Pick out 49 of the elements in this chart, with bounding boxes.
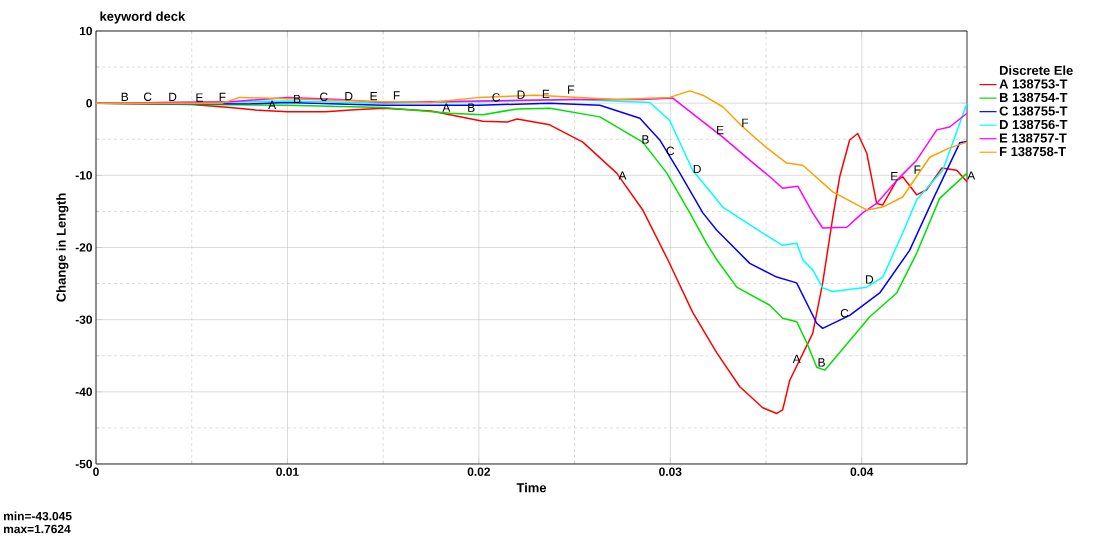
annotation: F [742, 118, 749, 127]
annotation: A [618, 171, 627, 180]
annotation: B [818, 358, 825, 367]
y-tick-label: 10 [79, 26, 92, 36]
annotation: C [143, 92, 152, 101]
annotation: F [568, 85, 574, 94]
annotation: F [219, 92, 226, 101]
annotation: E [196, 93, 203, 102]
x-tick-label: 0 [93, 467, 99, 476]
annotation: A [442, 103, 451, 112]
annotation: D [693, 164, 701, 174]
y-tick-label: -50 [75, 459, 92, 469]
legend-label: D 138756-T [999, 119, 1068, 130]
annotation: E [370, 92, 378, 101]
y-tick-label: -10 [75, 171, 92, 180]
annotation: B [468, 103, 475, 112]
annotation: D [866, 275, 874, 284]
x-tick-label: 0.02 [467, 467, 491, 476]
annotation: E [717, 125, 724, 135]
annotation: F [914, 165, 921, 174]
chart-title: keyword deck [100, 11, 186, 24]
annotation: B [121, 92, 129, 101]
legend-label: E 138757-T [999, 133, 1067, 143]
annotation: D [345, 92, 353, 101]
text: min=-43.045 [3, 511, 72, 521]
y-axis-title: Change in Length [56, 193, 69, 302]
x-tick-label: 0.01 [276, 467, 299, 476]
y-tick-label: -40 [75, 387, 92, 397]
annotation: C [840, 308, 849, 318]
x-tick-label: 0.03 [659, 467, 682, 476]
annotation: A [967, 171, 976, 180]
x-axis-title: Time [516, 482, 547, 493]
y-tick-label: 0 [86, 98, 92, 108]
annotation: D [169, 92, 177, 101]
legend-label: B 138754-T [999, 92, 1068, 103]
legend-label: A 138753-T [999, 79, 1068, 89]
annotation: E [891, 172, 898, 181]
y-tick-label: -30 [75, 315, 92, 324]
annotation: C [666, 146, 675, 156]
annotation: A [268, 100, 277, 109]
x-tick-label: 0.04 [850, 467, 874, 476]
annotation: B [294, 94, 301, 104]
annotation: F [393, 91, 400, 100]
legend-title: Discrete Ele [999, 65, 1073, 75]
y-tick-label: -20 [75, 243, 92, 252]
annotation: B [642, 135, 649, 144]
legend-label: F 138758-T [999, 146, 1066, 157]
legend-label: C 138755-T [999, 106, 1068, 116]
text: max=1.7624 [3, 524, 71, 534]
